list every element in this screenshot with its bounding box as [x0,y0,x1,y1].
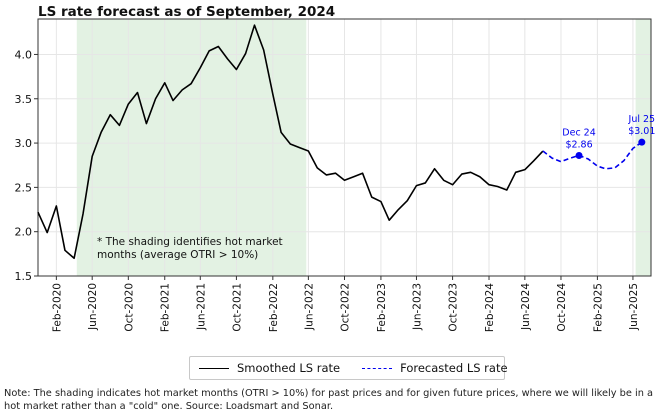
highlight-point-1 [638,138,646,146]
shaded-region-0 [76,19,307,276]
legend-label-smoothed: Smoothed LS rate [237,361,341,375]
chart-legend: Smoothed LS rate Forecasted LS rate [189,356,508,380]
x-tick-label: Feb-2021 [160,283,172,332]
shading-layer [76,19,651,276]
legend-item-smoothed: Smoothed LS rate [199,361,340,375]
footnote: Note: The shading indicates hot market m… [4,388,654,412]
y-tick-label: 3.5 [15,93,33,106]
x-tick-label: Feb-2023 [376,283,388,332]
x-tick-label: Oct-2023 [448,283,460,332]
series-layer [37,24,643,260]
shaded-region-1 [635,19,651,276]
legend-swatch-dashed [362,367,393,369]
forecast-line [542,141,643,170]
x-tick-label: Jun-2020 [87,283,99,331]
y-tick-label: 2.0 [15,226,33,239]
highlight-layer: Dec 24$2.86 Jul 25$3.01 [562,114,655,159]
x-tick-label: Oct-2020 [123,283,135,332]
x-tick-label: Feb-2020 [51,283,63,332]
y-tick-label: 1.5 [15,270,33,283]
shading-annotation-line1: * The shading identifies hot market [97,236,283,248]
x-tick-label: Jun-2023 [411,283,423,331]
x-tick-label: Feb-2025 [592,283,604,332]
chart-title: LS rate forecast as of September, 2024 [38,4,336,20]
x-tick-label: Feb-2024 [484,283,496,332]
y-tick-label: 3.0 [15,137,33,150]
y-tick-label: 4.0 [15,48,33,61]
x-tick-label: Jun-2024 [520,283,532,331]
x-tick-label: Oct-2021 [231,283,243,332]
x-tick-label: Oct-2022 [340,283,352,332]
highlight-label-date-1: Jul 25 [628,114,656,125]
x-tick-label: Feb-2022 [268,283,280,332]
axes-layer: 1.5 2.0 2.5 3.0 3.5 4.0 Feb-2020 Jun-2020 Oct-20… [15,48,640,332]
x-tick-label: Oct-2024 [556,283,568,332]
legend-item-forecast: Forecasted LS rate [362,361,508,375]
highlight-label-value-1: $3.01 [628,126,655,137]
highlight-label-date-0: Dec 24 [562,127,596,138]
shading-annotation-line2: months (average OTRI > 10%) [97,249,258,261]
x-tick-label: Jun-2022 [303,283,315,331]
smoothed-line [37,24,544,260]
x-tick-label: Jun-2025 [628,283,640,331]
legend-label-forecast: Forecasted LS rate [400,361,508,375]
highlight-point-0 [575,151,583,159]
legend-swatch-solid [199,367,229,369]
x-tick-label: Jun-2021 [195,283,207,331]
y-tick-label: 2.5 [15,181,33,194]
highlight-label-value-0: $2.86 [565,139,592,150]
